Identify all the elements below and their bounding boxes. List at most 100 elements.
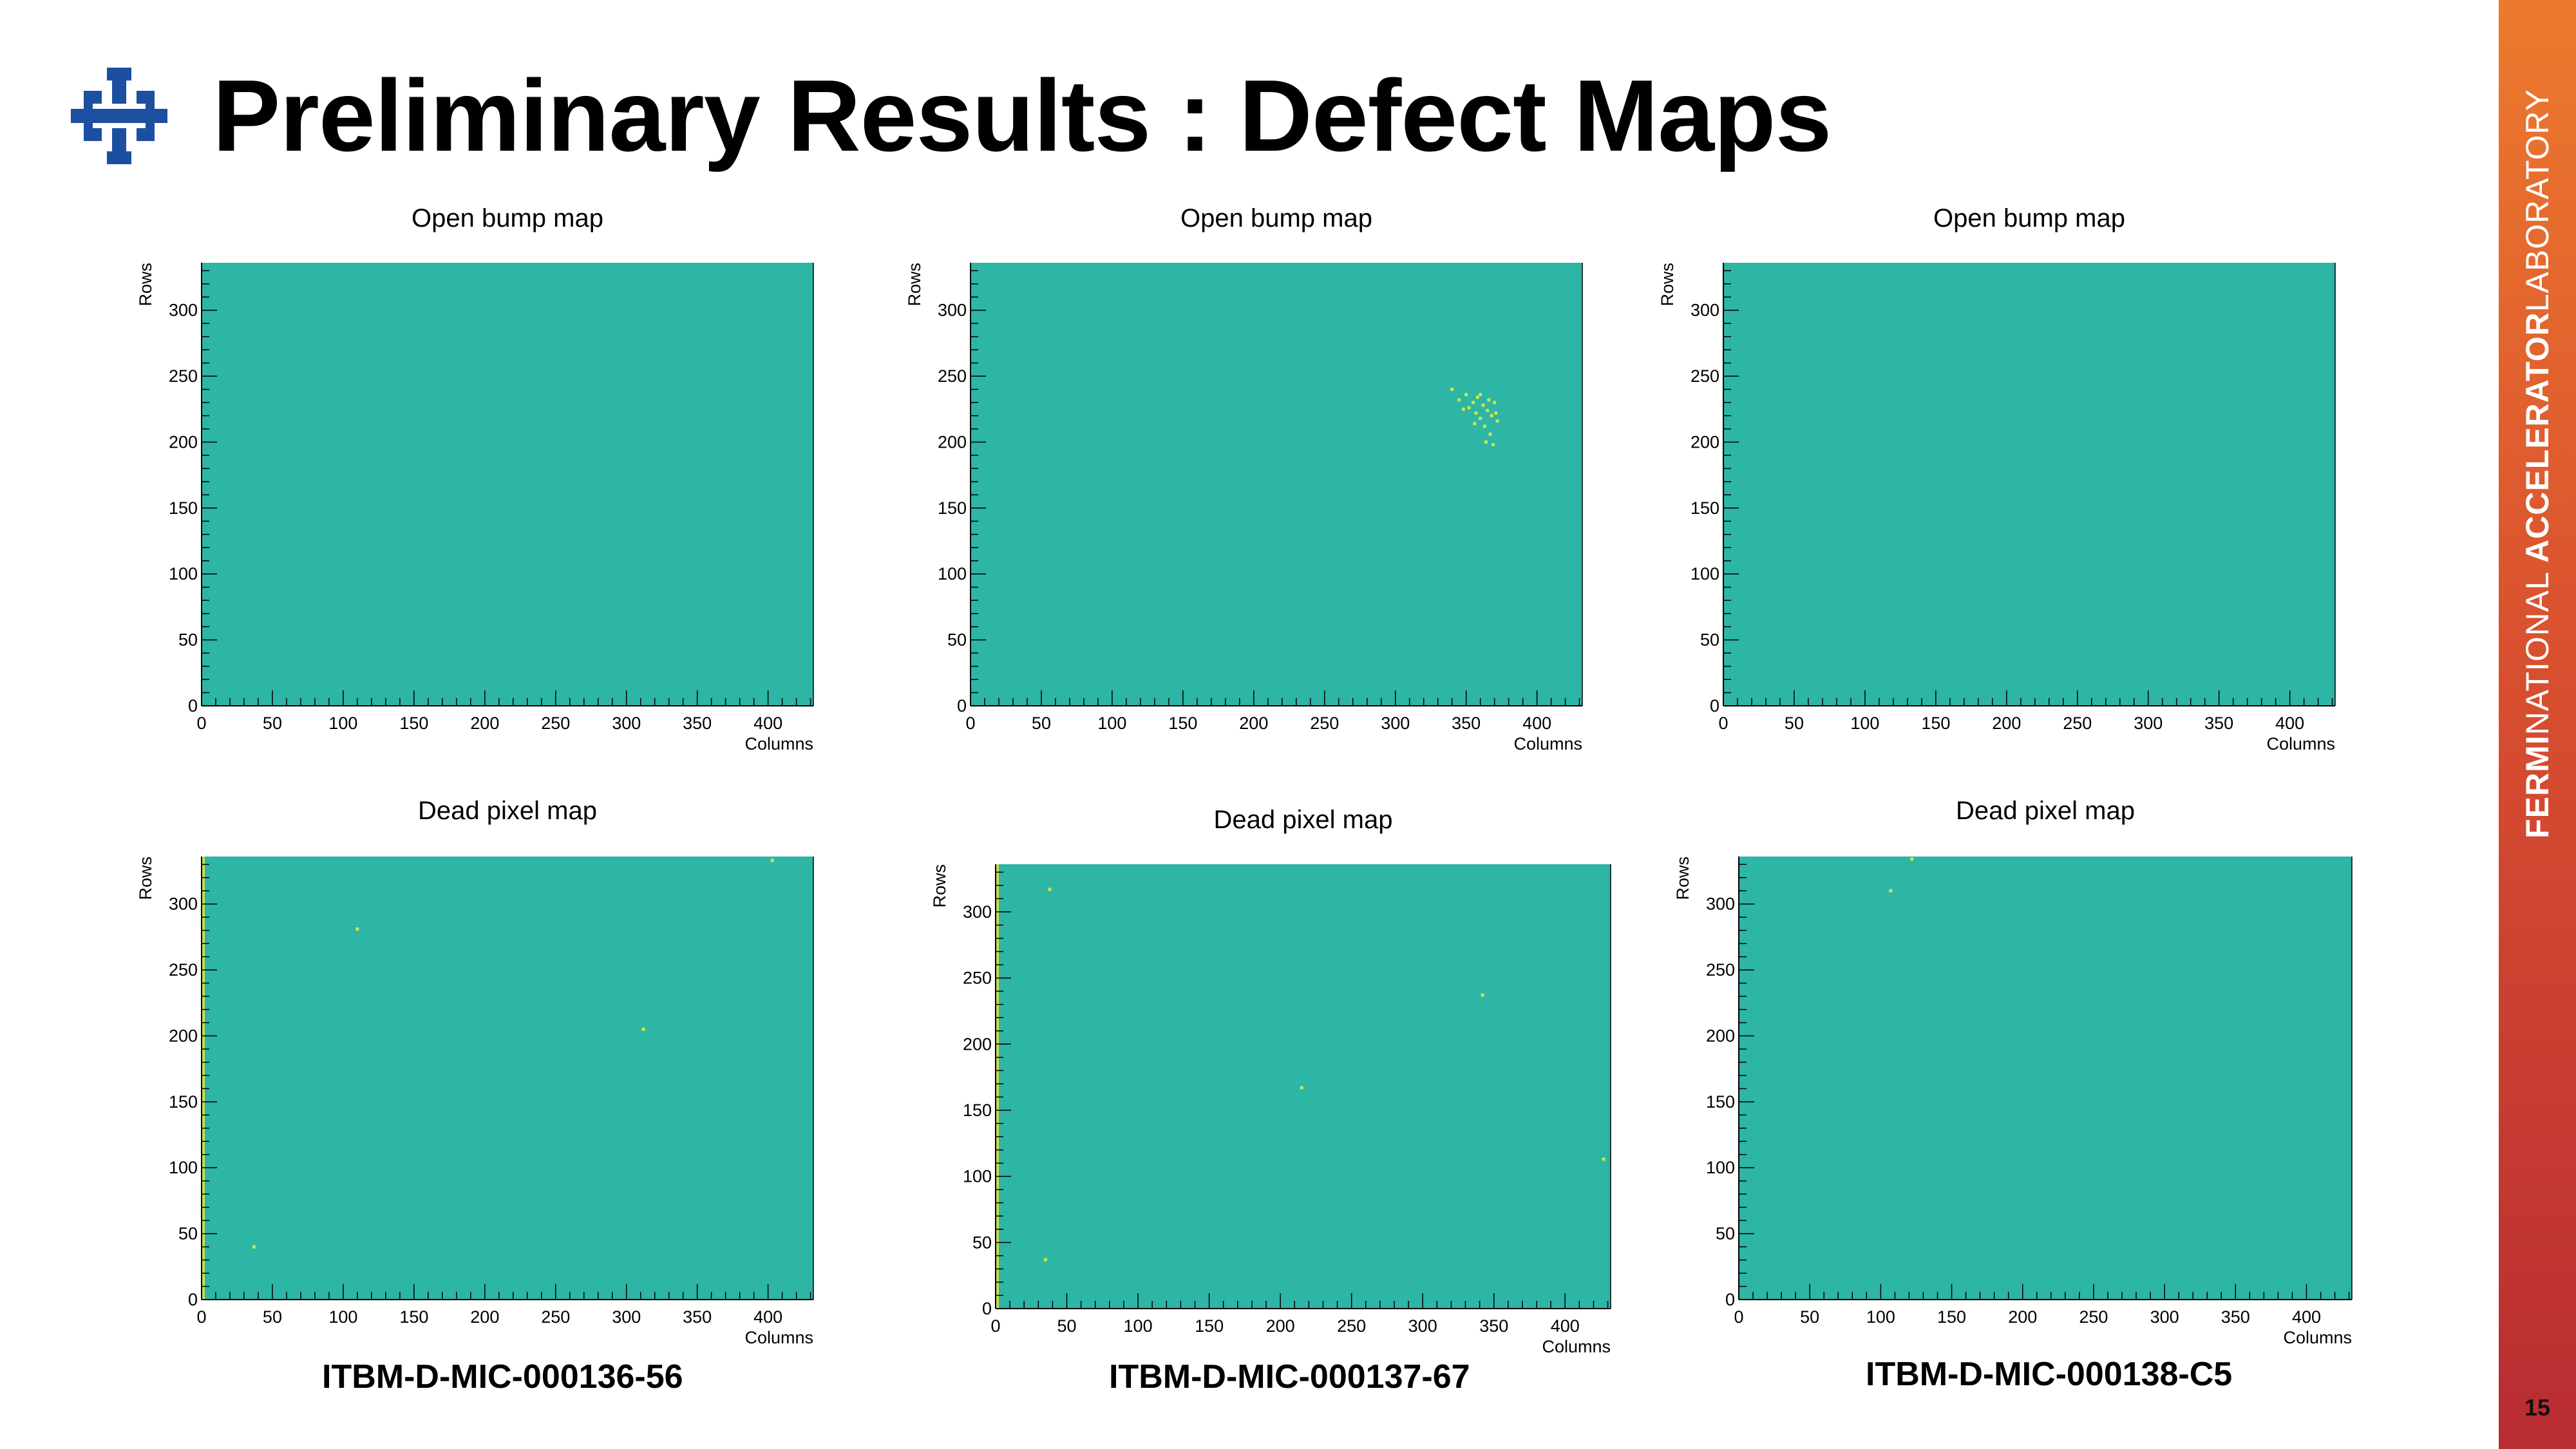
defect-pixel <box>770 858 774 862</box>
x-tick-label: 250 <box>541 714 570 733</box>
x-tick-label: 250 <box>2063 714 2092 733</box>
y-tick-label: 100 <box>1706 1158 1735 1177</box>
y-tick-label: 200 <box>1690 432 1719 451</box>
x-tick-label: 250 <box>1337 1316 1366 1336</box>
y-tick-label: 200 <box>169 432 198 451</box>
y-axis-label: Rows <box>136 263 155 307</box>
y-axis-label: Rows <box>905 263 924 307</box>
x-tick-label: 350 <box>683 1307 712 1327</box>
x-tick-label: 300 <box>612 1307 641 1327</box>
defect-pixel <box>1479 417 1482 421</box>
x-tick-label: 0 <box>196 1307 206 1327</box>
x-tick-label: 200 <box>1992 714 2021 733</box>
defect-pixel <box>1484 440 1488 444</box>
x-tick-label: 250 <box>2079 1307 2108 1327</box>
x-tick-label: 100 <box>1097 714 1126 733</box>
x-tick-label: 50 <box>1785 714 1804 733</box>
chip-label-3: ITBM-D-MIC-000138-C5 <box>1866 1356 2233 1393</box>
x-tick-label: 200 <box>470 1307 499 1327</box>
x-tick-label: 100 <box>1866 1307 1895 1327</box>
defect-pixel <box>1889 889 1893 893</box>
defect-pixel <box>1043 1258 1047 1262</box>
y-tick-label: 300 <box>1706 895 1735 914</box>
map-fill <box>1739 857 2352 1300</box>
y-tick-label: 250 <box>938 366 967 386</box>
defect-pixel <box>641 1027 645 1031</box>
y-tick-label: 150 <box>169 498 198 518</box>
defect-pixel <box>1472 401 1475 404</box>
x-axis-label: Columns <box>2283 1328 2352 1347</box>
defect-pixel <box>1491 443 1495 447</box>
fermilab-wordmark: FERMINATIONAL ACCELERATORLABORATORY <box>2519 89 2555 838</box>
x-tick-label: 400 <box>753 1307 782 1327</box>
x-tick-label: 300 <box>612 714 641 733</box>
y-tick-label: 300 <box>938 301 967 320</box>
x-tick-label: 350 <box>1452 714 1481 733</box>
y-tick-label: 100 <box>169 564 198 583</box>
defect-map-panel: Open bump map 0 50 100 150 200 250 300 350 400 0 50… <box>1658 204 2336 753</box>
y-tick-label: 150 <box>1706 1092 1735 1112</box>
x-tick-label: 400 <box>753 714 782 733</box>
defect-map-panel: Dead pixel map 0 50 100 150 200 250 300 350 400 0 5… <box>930 806 1611 1356</box>
x-axis-label: Columns <box>1513 734 1582 753</box>
defect-pixel <box>1450 388 1454 392</box>
x-tick-label: 50 <box>263 1307 282 1327</box>
chip-label-2: ITBM-D-MIC-000137-67 <box>1109 1358 1470 1396</box>
defect-pixel <box>1461 407 1465 411</box>
y-tick-label: 50 <box>972 1233 992 1252</box>
y-tick-label: 50 <box>947 630 967 650</box>
defect-pixel <box>1467 406 1471 410</box>
y-tick-label: 150 <box>169 1092 198 1112</box>
x-axis-label: Columns <box>2266 734 2335 753</box>
y-tick-label: 0 <box>188 696 198 715</box>
defect-pixel <box>1300 1086 1303 1090</box>
y-axis-label: Rows <box>1658 263 1677 307</box>
y-tick-label: 0 <box>1710 696 1719 715</box>
y-tick-label: 0 <box>957 696 967 715</box>
map-fill <box>1723 263 2335 706</box>
y-tick-label: 100 <box>169 1158 198 1177</box>
y-tick-label: 300 <box>169 301 198 320</box>
y-tick-label: 0 <box>188 1290 198 1309</box>
x-tick-label: 200 <box>2008 1307 2037 1327</box>
y-tick-label: 250 <box>169 366 198 386</box>
y-tick-label: 50 <box>178 1224 198 1244</box>
fermilab-side-band: FERMINATIONAL ACCELERATORLABORATORY <box>2499 0 2576 1449</box>
y-tick-label: 250 <box>1690 366 1719 386</box>
page-number: 15 <box>2524 1394 2551 1421</box>
defect-pixel <box>1481 403 1485 407</box>
defect-map-panel: Open bump map 0 50 100 150 200 250 300 350 400 0 50… <box>905 204 1583 753</box>
y-tick-label: 0 <box>1725 1290 1735 1309</box>
defect-map-panel: Dead pixel map 0 50 100 150 200 250 300 350 400 0 5… <box>136 797 814 1347</box>
x-tick-label: 400 <box>1551 1316 1580 1336</box>
x-tick-label: 50 <box>1800 1307 1819 1327</box>
x-axis-label: Columns <box>1542 1337 1611 1356</box>
x-tick-label: 250 <box>1310 714 1339 733</box>
defect-pixel <box>1474 411 1478 415</box>
defect-pixel <box>1486 408 1490 412</box>
page-title: Preliminary Results : Defect Maps <box>213 59 1832 173</box>
y-tick-label: 100 <box>963 1167 992 1186</box>
y-axis-label: Rows <box>1673 857 1692 900</box>
x-tick-label: 350 <box>1479 1316 1508 1336</box>
chart-title: Open bump map <box>1933 204 2125 232</box>
x-tick-label: 0 <box>1734 1307 1743 1327</box>
y-axis-label: Rows <box>930 864 949 908</box>
x-tick-label: 200 <box>1239 714 1268 733</box>
y-tick-label: 250 <box>1706 960 1735 980</box>
map-fill <box>971 263 1582 706</box>
y-tick-label: 0 <box>982 1299 992 1318</box>
y-axis-label: Rows <box>136 857 155 900</box>
y-tick-label: 150 <box>938 498 967 518</box>
x-tick-label: 350 <box>2221 1307 2250 1327</box>
x-tick-label: 100 <box>328 714 357 733</box>
defect-pixel <box>1475 395 1479 399</box>
title-bar: Preliminary Results : Defect Maps <box>71 52 1832 180</box>
dead-column-strip <box>996 864 999 1309</box>
x-tick-label: 100 <box>1124 1316 1153 1336</box>
defect-pixel <box>1494 411 1498 415</box>
defect-pixel <box>1488 432 1492 436</box>
defect-map-panel: Open bump map 0 50 100 150 200 250 300 350 400 0 50… <box>136 204 814 753</box>
x-tick-label: 0 <box>1718 714 1728 733</box>
x-tick-label: 0 <box>990 1316 1000 1336</box>
